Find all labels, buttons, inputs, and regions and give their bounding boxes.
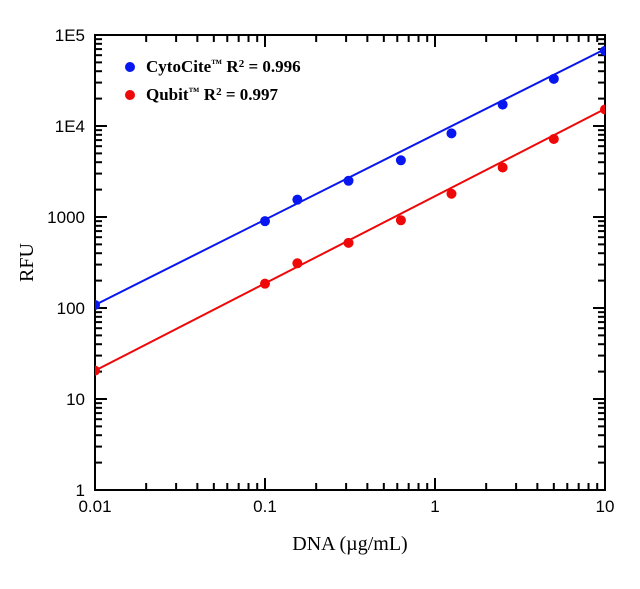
data-point-qubit (498, 162, 508, 172)
x-axis-label: DNA (µg/mL) (292, 533, 407, 555)
legend-item-qubit: Qubit™ R2 = 0.997 (125, 85, 278, 104)
data-point-qubit (446, 189, 456, 199)
data-point-qubit (292, 258, 302, 268)
y-tick-label: 100 (57, 299, 85, 318)
legend-marker-icon (125, 90, 135, 100)
data-point-qubit (396, 215, 406, 225)
data-point-cytocite (549, 74, 559, 84)
legend-label: CytoCite™ R2 = 0.996 (146, 57, 301, 76)
y-tick-label: 1 (76, 481, 85, 500)
legend-label: Qubit™ R2 = 0.997 (146, 85, 278, 104)
data-point-cytocite (396, 155, 406, 165)
data-point-qubit (549, 134, 559, 144)
data-point-cytocite (260, 216, 270, 226)
y-tick-label: 1000 (47, 208, 85, 227)
data-point-cytocite (344, 176, 354, 186)
data-point-cytocite (446, 128, 456, 138)
legend-marker-icon (125, 62, 135, 72)
rfu-vs-dna-chart: 0.010.1110DNA (µg/mL)11010010001E41E5RFU… (0, 0, 640, 589)
data-point-qubit (344, 238, 354, 248)
x-tick-label: 10 (596, 497, 615, 516)
data-point-cytocite (292, 195, 302, 205)
data-point-qubit (260, 279, 270, 289)
y-axis-label: RFU (16, 242, 38, 281)
y-tick-label: 1E5 (55, 26, 85, 45)
chart-container: 0.010.1110DNA (µg/mL)11010010001E41E5RFU… (0, 0, 640, 589)
x-tick-label: 0.1 (253, 497, 277, 516)
y-tick-label: 10 (66, 390, 85, 409)
x-tick-label: 1 (430, 497, 439, 516)
y-tick-label: 1E4 (55, 117, 85, 136)
data-point-cytocite (498, 100, 508, 110)
